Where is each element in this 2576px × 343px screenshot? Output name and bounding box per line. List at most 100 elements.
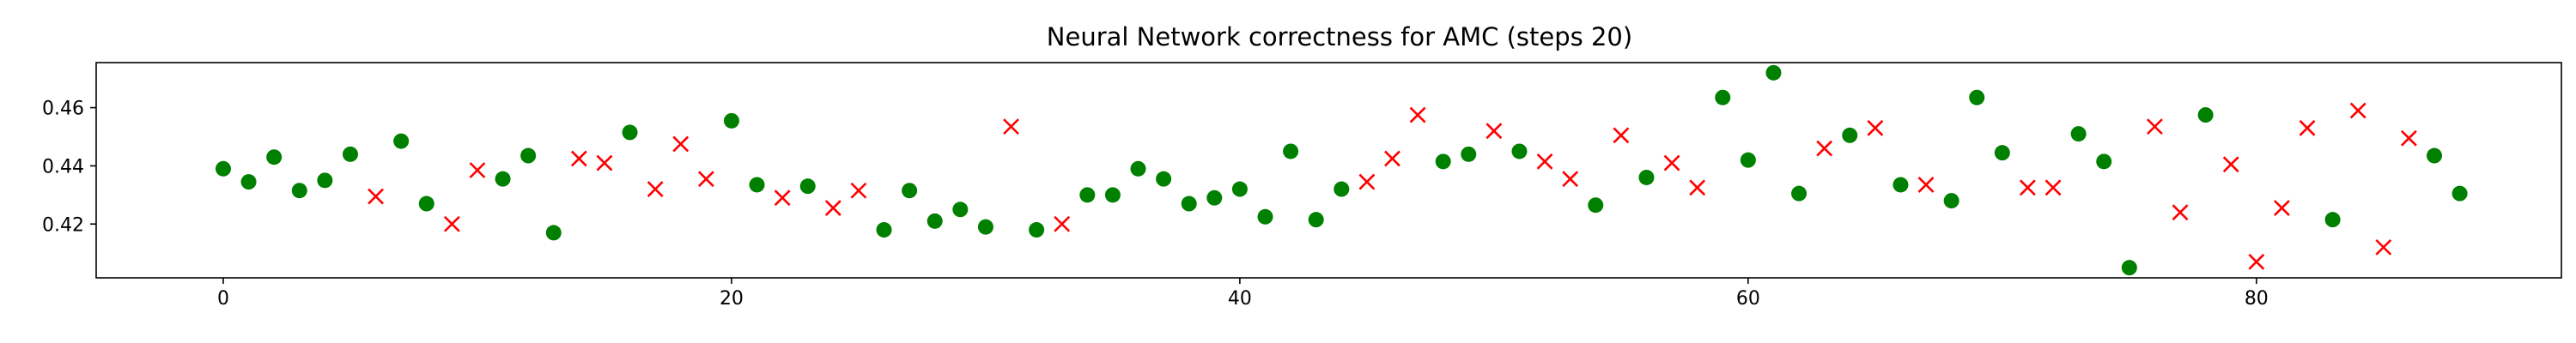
data-point-correct xyxy=(876,222,892,238)
data-point-incorrect xyxy=(697,171,714,188)
data-point-correct xyxy=(1156,171,1172,187)
data-point-incorrect xyxy=(1917,177,1935,193)
data-point-correct xyxy=(215,160,231,177)
data-point-correct xyxy=(799,178,816,195)
data-point-incorrect xyxy=(1485,123,1503,140)
data-point-correct xyxy=(1740,152,1756,168)
data-point-correct xyxy=(1511,143,1528,159)
data-point-correct xyxy=(1994,145,2010,161)
data-point-incorrect xyxy=(1562,171,1579,188)
data-point-correct xyxy=(749,177,765,193)
data-point-incorrect xyxy=(2147,118,2163,135)
data-point-correct xyxy=(927,213,943,229)
data-point-incorrect xyxy=(1003,118,1019,135)
data-point-correct xyxy=(1435,153,1451,170)
data-point-correct xyxy=(1943,193,1959,209)
data-point-incorrect xyxy=(1816,140,1833,157)
data-point-correct xyxy=(1969,89,1985,105)
data-point-correct xyxy=(622,124,638,141)
data-point-incorrect xyxy=(1613,127,1630,144)
data-point-correct xyxy=(317,172,333,189)
data-point-incorrect xyxy=(596,154,613,172)
x-tick-label: 80 xyxy=(2245,288,2269,310)
data-point-incorrect xyxy=(2248,253,2265,270)
data-point-incorrect xyxy=(2349,102,2366,119)
data-point-incorrect xyxy=(469,162,486,178)
data-point-correct xyxy=(393,133,410,149)
data-point-correct xyxy=(240,174,257,190)
y-tick-label: 0.44 xyxy=(42,156,84,178)
data-point-correct xyxy=(902,183,918,199)
data-point-incorrect xyxy=(1358,173,1376,190)
data-point-correct xyxy=(2427,147,2443,164)
data-point-incorrect xyxy=(2274,200,2290,217)
data-point-correct xyxy=(2197,107,2214,123)
data-point-incorrect xyxy=(1409,106,1426,123)
data-point-correct xyxy=(545,225,562,241)
data-point-incorrect xyxy=(1054,215,1071,232)
data-point-correct xyxy=(1079,187,1096,203)
data-point-correct xyxy=(952,202,969,218)
chart-title: Neural Network correctness for AMC (step… xyxy=(1047,22,1632,51)
data-point-incorrect xyxy=(2375,238,2392,256)
data-point-correct xyxy=(2070,126,2087,142)
x-tick-label: 60 xyxy=(1736,288,1760,310)
data-point-incorrect xyxy=(2299,119,2316,136)
y-tick-label: 0.46 xyxy=(42,99,84,120)
data-point-correct xyxy=(2324,212,2341,228)
data-point-correct xyxy=(1029,222,1045,238)
data-point-incorrect xyxy=(647,181,664,197)
data-point-correct xyxy=(1715,89,1731,105)
data-point-correct xyxy=(1257,208,1273,225)
axes-frame xyxy=(95,62,2562,279)
data-point-incorrect xyxy=(2172,204,2189,221)
data-point-correct xyxy=(1104,187,1121,203)
data-point-correct xyxy=(1308,212,1324,228)
x-tick-label: 0 xyxy=(217,288,229,310)
data-point-correct xyxy=(1206,190,1223,206)
data-point-correct xyxy=(2451,185,2468,202)
data-point-incorrect xyxy=(1689,179,1706,196)
data-point-incorrect xyxy=(2222,156,2239,173)
data-point-correct xyxy=(1791,185,1807,202)
data-point-incorrect xyxy=(672,135,690,153)
data-point-incorrect xyxy=(1536,153,1553,170)
data-point-correct xyxy=(520,147,537,164)
data-point-correct xyxy=(1231,181,1248,197)
data-point-correct xyxy=(1893,177,1909,193)
data-point-incorrect xyxy=(1384,150,1400,167)
data-point-incorrect xyxy=(2044,179,2062,196)
data-point-correct xyxy=(342,146,358,162)
data-point-correct xyxy=(266,149,283,165)
data-point-correct xyxy=(1765,64,1782,81)
data-point-correct xyxy=(1334,181,1350,197)
data-point-incorrect xyxy=(2020,179,2036,196)
data-point-correct xyxy=(723,112,739,129)
data-point-incorrect xyxy=(368,188,384,205)
data-point-correct xyxy=(1283,143,1299,159)
x-tick-label: 40 xyxy=(1228,288,1252,310)
data-point-incorrect xyxy=(443,215,460,232)
data-point-correct xyxy=(1130,160,1146,177)
data-point-correct xyxy=(1638,169,1655,185)
data-point-incorrect xyxy=(1867,119,1884,136)
data-point-incorrect xyxy=(850,182,867,199)
data-point-correct xyxy=(1842,127,1858,143)
data-point-correct xyxy=(1588,197,1604,214)
data-point-correct xyxy=(1461,146,1477,162)
data-point-incorrect xyxy=(2400,129,2417,147)
data-point-correct xyxy=(977,219,993,235)
data-point-correct xyxy=(2096,153,2112,170)
data-point-incorrect xyxy=(824,200,841,217)
data-point-incorrect xyxy=(774,190,791,207)
data-point-incorrect xyxy=(570,150,587,167)
data-point-correct xyxy=(495,171,511,187)
data-point-correct xyxy=(1181,196,1197,212)
plot-area: 0 20 40 60 80 0.42 0.44 0.46 xyxy=(42,62,2562,310)
x-tick-label: 20 xyxy=(720,288,744,310)
data-point-correct xyxy=(291,183,307,199)
data-point-correct xyxy=(2121,260,2137,276)
data-point-correct xyxy=(418,196,434,212)
